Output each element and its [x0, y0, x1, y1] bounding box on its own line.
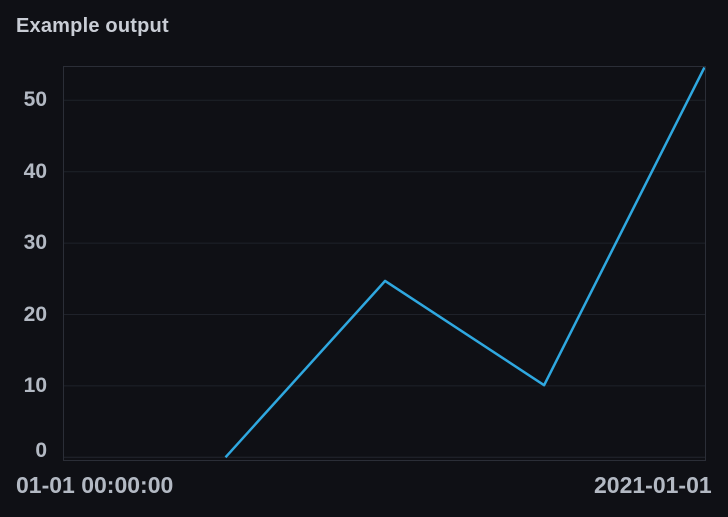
x-tick-label-start: 01-01 00:00:00: [16, 472, 174, 498]
y-tick-label-30: 30: [23, 231, 47, 255]
y-tick-label-20: 20: [23, 302, 47, 326]
y-tick-label-50: 50: [23, 88, 47, 112]
x-tick-label-end: 2021-01-01: [594, 472, 712, 498]
y-tick-label-0: 0: [35, 439, 47, 462]
plot-area: [63, 66, 706, 461]
line-chart: [64, 67, 705, 459]
y-axis-tick-labels: 0 10 20 30 40 50: [0, 0, 47, 517]
y-tick-label-40: 40: [23, 159, 47, 183]
panel-title: Example output: [16, 15, 169, 37]
y-tick-label-10: 10: [23, 373, 47, 397]
line-series-value: [224, 67, 705, 459]
